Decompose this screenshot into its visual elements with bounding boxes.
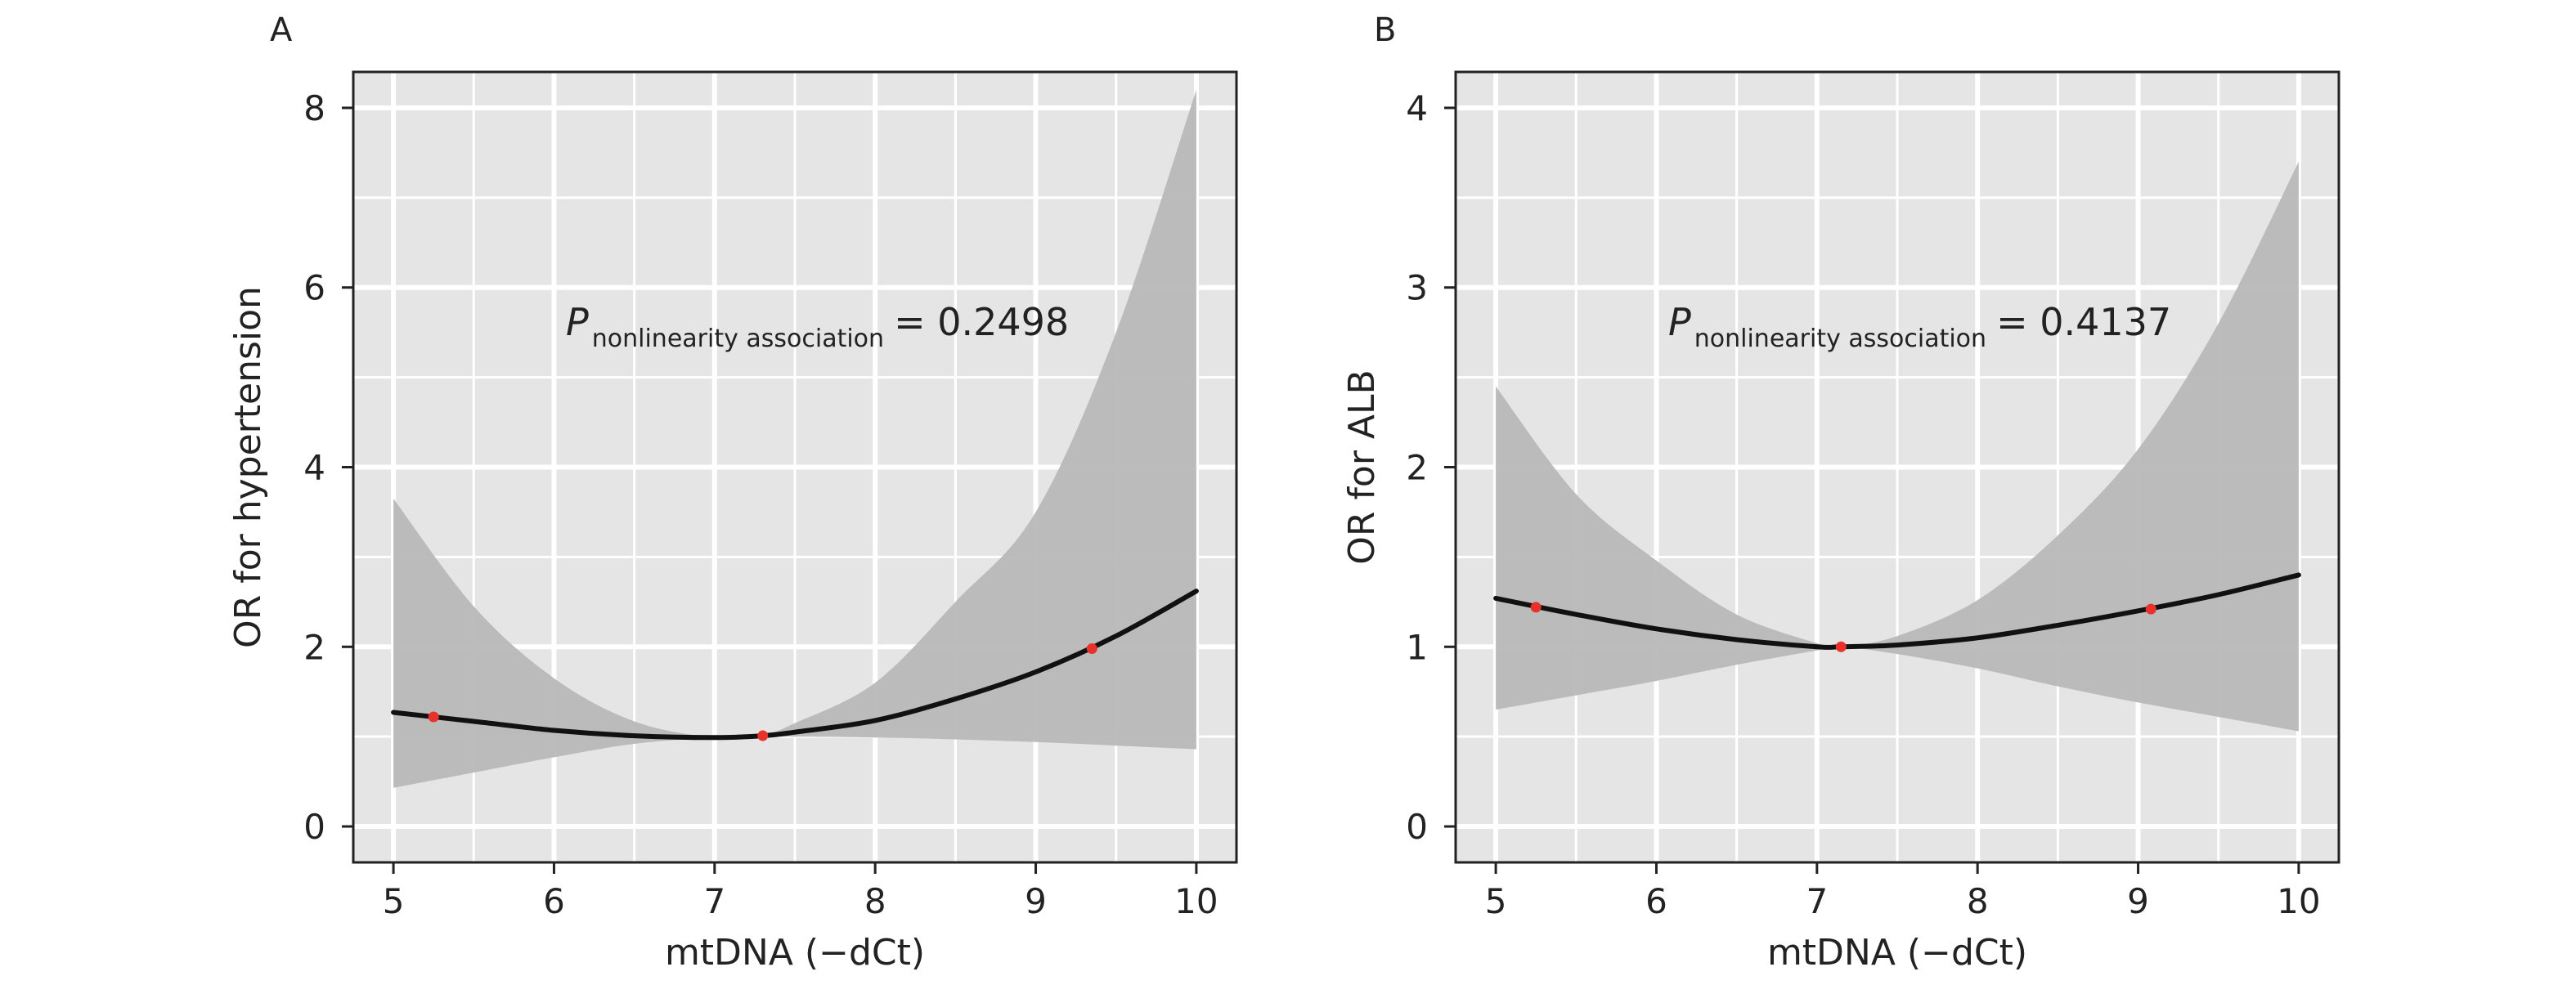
y-tick-label: 0 <box>1406 807 1428 847</box>
x-axis: 5 6 7 8 9 10 <box>1485 862 2321 921</box>
knot-point <box>1835 641 1847 652</box>
y-tick-label: 8 <box>303 88 325 128</box>
p-subscript: nonlinearity association <box>592 325 884 353</box>
y-tick-label: 1 <box>1406 627 1428 667</box>
x-tick-label: 7 <box>703 881 725 921</box>
p-subscript: nonlinearity association <box>1694 325 1986 353</box>
knot-point <box>428 711 439 723</box>
p-value-text: = 0.2498 <box>894 300 1069 344</box>
y-tick-label: 4 <box>303 448 325 488</box>
knot-point <box>1086 642 1097 654</box>
x-axis-title: mtDNA (−dCt) <box>665 932 925 974</box>
panel-label: A <box>270 11 293 49</box>
p-symbol: P <box>566 300 589 344</box>
x-axis-title: mtDNA (−dCt) <box>1767 932 2027 974</box>
x-tick-label: 7 <box>1806 881 1828 921</box>
y-axis-title: OR for ALB <box>1341 369 1383 564</box>
x-tick-label: 5 <box>383 881 405 921</box>
y-axis-title: OR for hypertension <box>227 286 269 648</box>
y-tick-label: 6 <box>303 268 325 308</box>
y-tick-label: 2 <box>1406 448 1428 488</box>
knot-points <box>428 642 1097 741</box>
chart-panel-a: 5 6 7 8 9 10 0 2 4 6 8 mtDNA (−dCt) OR for hypertens… <box>227 11 1238 974</box>
y-tick-label: 0 <box>303 807 325 847</box>
x-tick-label: 9 <box>2127 881 2149 921</box>
panel-label: B <box>1374 11 1396 49</box>
odds-ratio-curve <box>1493 572 2301 650</box>
x-tick-label: 8 <box>1967 881 1989 921</box>
knot-point <box>1530 602 1542 613</box>
x-axis: 5 6 7 8 9 10 <box>383 862 1218 921</box>
confidence-band <box>1496 161 2299 732</box>
p-symbol: P <box>1668 300 1691 344</box>
x-tick-label: 6 <box>543 881 565 921</box>
y-tick-label: 2 <box>303 627 325 667</box>
x-tick-label: 8 <box>864 881 886 921</box>
x-tick-label: 10 <box>1174 881 1218 921</box>
x-tick-label: 5 <box>1485 881 1507 921</box>
knot-point <box>2145 603 2156 615</box>
knot-points <box>1530 602 2156 652</box>
confidence-band <box>393 90 1196 788</box>
p-value-text: = 0.4137 <box>1996 300 2171 344</box>
x-tick-label: 9 <box>1025 881 1047 921</box>
y-axis: 0 2 4 6 8 <box>303 88 353 847</box>
chart-panel-b: 5 6 7 8 9 10 0 1 2 3 4 mtDNA (−dCt) OR for ALB B P nonl… <box>1341 11 2340 974</box>
x-tick-label: 10 <box>2277 881 2320 921</box>
knot-point <box>757 730 769 741</box>
y-tick-label: 3 <box>1406 268 1428 308</box>
y-tick-label: 4 <box>1406 88 1428 128</box>
x-tick-label: 6 <box>1645 881 1667 921</box>
odds-ratio-curve <box>391 589 1199 741</box>
y-axis: 0 1 2 3 4 <box>1406 88 1456 847</box>
